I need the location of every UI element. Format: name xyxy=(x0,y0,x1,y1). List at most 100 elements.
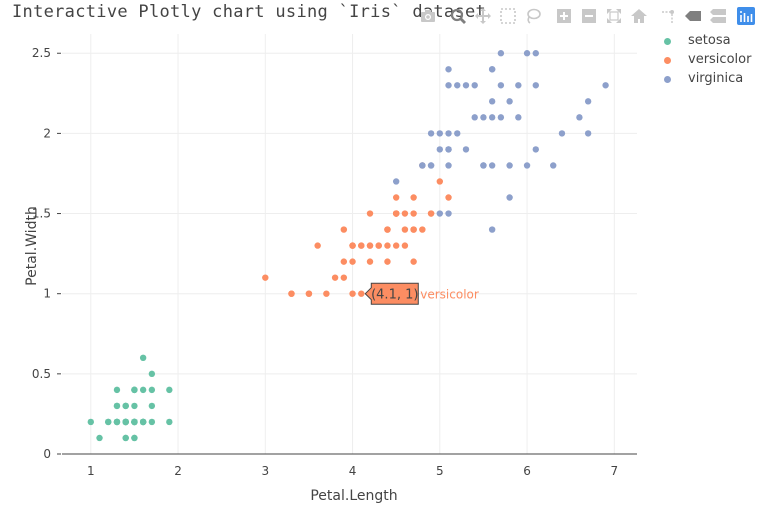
data-point-versicolor[interactable] xyxy=(358,242,365,249)
data-point-versicolor[interactable] xyxy=(288,290,295,297)
data-point-versicolor[interactable] xyxy=(384,242,391,249)
data-point-virginica[interactable] xyxy=(454,130,461,137)
data-point-virginica[interactable] xyxy=(488,114,496,121)
data-point-virginica[interactable] xyxy=(462,82,470,89)
data-point-versicolor[interactable] xyxy=(375,242,382,249)
data-point-setosa[interactable] xyxy=(131,402,138,410)
data-point-versicolor[interactable] xyxy=(401,210,409,217)
data-point-virginica[interactable] xyxy=(488,162,496,169)
data-point-virginica[interactable] xyxy=(419,162,426,169)
data-point-versicolor[interactable] xyxy=(384,226,391,233)
data-point-virginica[interactable] xyxy=(497,50,505,57)
data-point-versicolor[interactable] xyxy=(392,210,400,217)
data-point-virginica[interactable] xyxy=(488,226,496,233)
zoom-in-icon[interactable] xyxy=(554,6,574,26)
data-point-setosa[interactable] xyxy=(122,418,129,426)
data-point-versicolor[interactable] xyxy=(410,194,417,201)
data-point-virginica[interactable] xyxy=(532,50,539,57)
data-point-virginica[interactable] xyxy=(427,130,435,137)
data-point-virginica[interactable] xyxy=(445,210,452,217)
spike-lines-icon[interactable] xyxy=(658,6,678,26)
data-point-virginica[interactable] xyxy=(497,114,505,121)
data-point-versicolor[interactable] xyxy=(410,210,417,217)
data-point-setosa[interactable] xyxy=(148,402,156,410)
data-point-virginica[interactable] xyxy=(488,66,496,73)
data-point-versicolor[interactable] xyxy=(392,242,400,249)
zoom-out-icon[interactable] xyxy=(579,6,599,26)
data-point-versicolor[interactable] xyxy=(323,290,330,297)
plotly-logo-icon[interactable] xyxy=(736,6,756,26)
data-point-versicolor[interactable] xyxy=(358,290,365,297)
zoom-icon[interactable] xyxy=(448,6,468,26)
data-point-virginica[interactable] xyxy=(427,162,435,169)
data-point-virginica[interactable] xyxy=(445,162,452,169)
data-point-virginica[interactable] xyxy=(506,98,513,105)
data-point-virginica[interactable] xyxy=(462,146,470,153)
data-point-versicolor[interactable] xyxy=(445,194,452,201)
data-point-virginica[interactable] xyxy=(445,146,452,153)
data-point-virginica[interactable] xyxy=(515,114,522,121)
data-point-virginica[interactable] xyxy=(488,98,496,105)
data-point-setosa[interactable] xyxy=(139,386,147,394)
data-point-setosa[interactable] xyxy=(148,418,156,426)
data-point-versicolor[interactable] xyxy=(349,242,356,249)
data-point-versicolor[interactable] xyxy=(401,226,409,233)
data-point-setosa[interactable] xyxy=(122,434,129,442)
data-point-setosa[interactable] xyxy=(166,418,173,426)
data-point-virginica[interactable] xyxy=(532,82,539,89)
data-point-versicolor[interactable] xyxy=(262,274,269,281)
data-point-virginica[interactable] xyxy=(576,114,583,121)
data-point-setosa[interactable] xyxy=(87,418,94,426)
data-point-versicolor[interactable] xyxy=(331,274,339,281)
home-icon[interactable] xyxy=(629,6,649,26)
data-point-versicolor[interactable] xyxy=(401,242,409,249)
hover-compare-icon[interactable] xyxy=(708,6,728,26)
scatter-points[interactable] xyxy=(87,50,609,442)
data-point-virginica[interactable] xyxy=(480,162,487,169)
data-point-virginica[interactable] xyxy=(445,82,452,89)
data-point-versicolor[interactable] xyxy=(410,226,417,233)
data-point-versicolor[interactable] xyxy=(436,178,444,185)
data-point-versicolor[interactable] xyxy=(366,258,374,265)
data-point-versicolor[interactable] xyxy=(305,290,313,297)
data-point-versicolor[interactable] xyxy=(314,242,321,249)
data-point-setosa[interactable] xyxy=(166,386,173,394)
data-point-versicolor[interactable] xyxy=(340,226,348,233)
data-point-setosa[interactable] xyxy=(139,354,147,362)
data-point-setosa[interactable] xyxy=(122,402,129,410)
data-point-virginica[interactable] xyxy=(506,194,513,201)
data-point-virginica[interactable] xyxy=(497,82,505,89)
data-point-virginica[interactable] xyxy=(515,82,522,89)
data-point-versicolor[interactable] xyxy=(340,258,348,265)
data-point-virginica[interactable] xyxy=(506,162,513,169)
data-point-setosa[interactable] xyxy=(131,386,138,394)
data-point-versicolor[interactable] xyxy=(349,290,356,297)
data-point-setosa[interactable] xyxy=(96,434,103,442)
data-point-virginica[interactable] xyxy=(523,50,531,57)
box-select-icon[interactable] xyxy=(498,6,518,26)
data-point-virginica[interactable] xyxy=(471,114,478,121)
data-point-setosa[interactable] xyxy=(148,370,156,378)
data-point-setosa[interactable] xyxy=(131,434,138,442)
data-point-versicolor[interactable] xyxy=(349,258,356,265)
data-point-versicolor[interactable] xyxy=(384,258,391,265)
data-point-versicolor[interactable] xyxy=(366,242,374,249)
data-point-versicolor[interactable] xyxy=(392,194,400,201)
lasso-select-icon[interactable] xyxy=(523,6,543,26)
data-point-versicolor[interactable] xyxy=(410,258,417,265)
data-point-virginica[interactable] xyxy=(550,162,557,169)
data-point-versicolor[interactable] xyxy=(427,210,435,217)
data-point-setosa[interactable] xyxy=(105,418,112,426)
data-point-virginica[interactable] xyxy=(480,114,487,121)
data-point-versicolor[interactable] xyxy=(340,274,348,281)
data-point-setosa[interactable] xyxy=(131,418,138,426)
data-point-setosa[interactable] xyxy=(139,418,147,426)
data-point-virginica[interactable] xyxy=(445,66,452,73)
data-point-virginica[interactable] xyxy=(436,130,444,137)
data-point-virginica[interactable] xyxy=(523,162,531,169)
data-point-setosa[interactable] xyxy=(113,418,121,426)
data-point-versicolor[interactable] xyxy=(419,226,426,233)
autoscale-icon[interactable] xyxy=(604,6,624,26)
data-point-versicolor[interactable] xyxy=(366,210,374,217)
